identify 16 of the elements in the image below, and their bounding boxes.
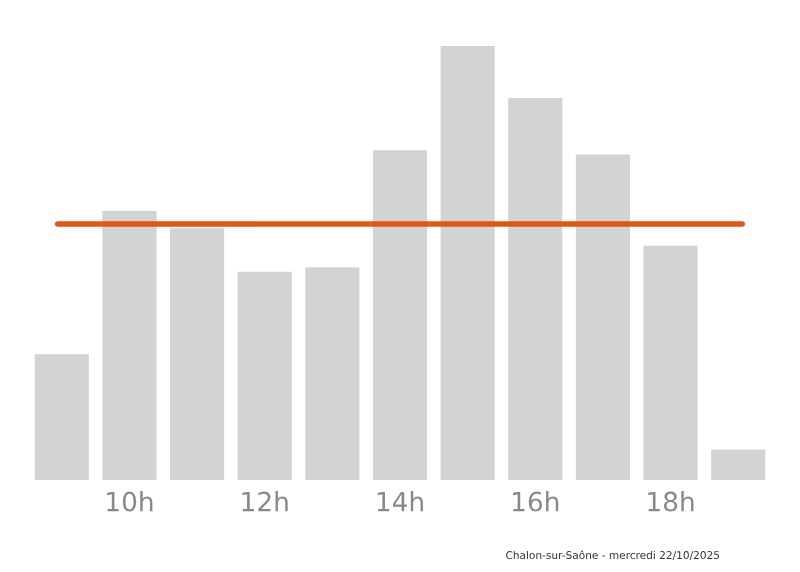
bar (237, 271, 292, 480)
bar (170, 228, 225, 480)
x-tick-label: 16h (513, 491, 559, 512)
bar (372, 150, 428, 480)
bar (305, 267, 360, 480)
bar (440, 46, 495, 480)
x-tick-label: 14h (377, 491, 423, 512)
bar (508, 98, 563, 480)
bar (34, 354, 89, 480)
x-tick-label: 12h (242, 491, 288, 512)
bar (102, 210, 157, 480)
bar (711, 449, 766, 480)
bar (643, 245, 698, 480)
x-tick-label: 10h (107, 491, 153, 512)
x-tick-label: 18h (648, 491, 694, 512)
bar (575, 154, 630, 480)
